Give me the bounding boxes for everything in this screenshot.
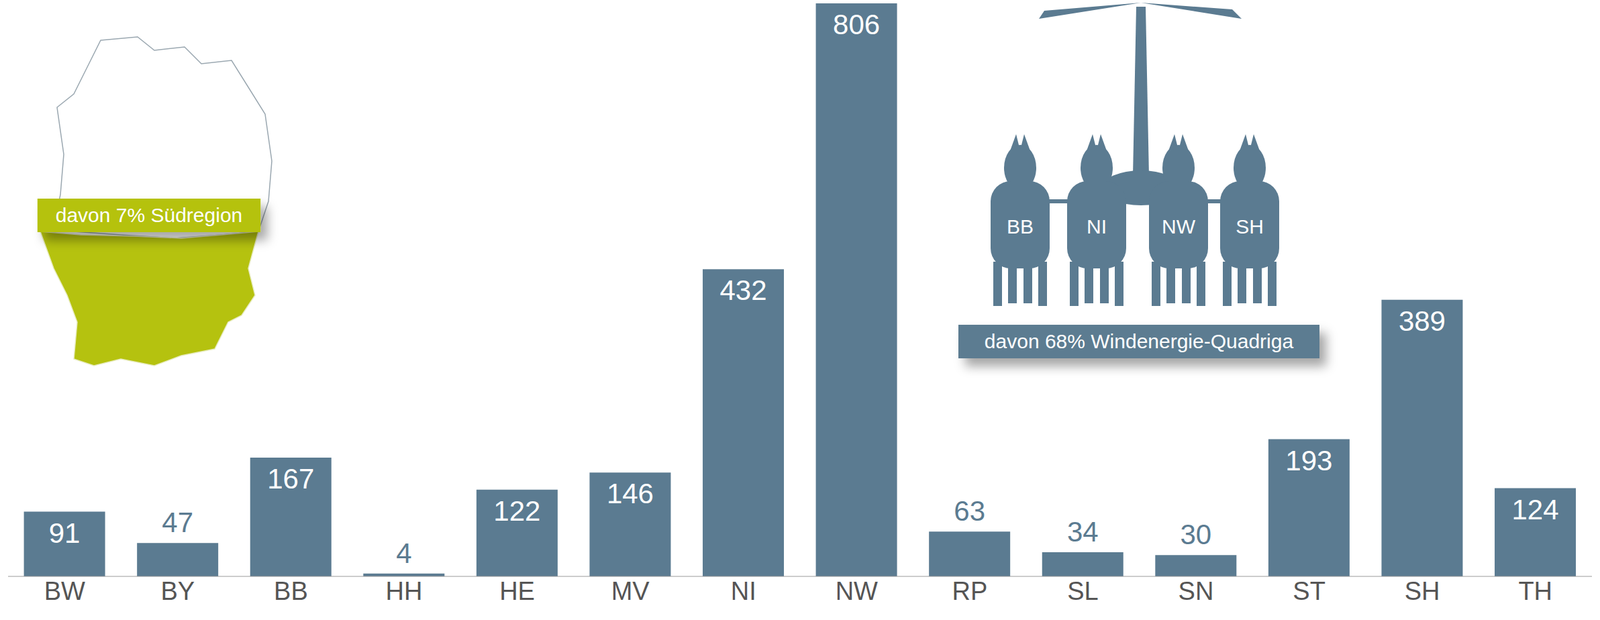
svg-text:BY: BY bbox=[161, 577, 196, 606]
svg-text:TH: TH bbox=[1518, 577, 1553, 606]
svg-text:167: 167 bbox=[267, 463, 315, 495]
svg-text:47: 47 bbox=[161, 506, 194, 539]
svg-text:4: 4 bbox=[395, 537, 412, 570]
svg-text:63: 63 bbox=[953, 495, 986, 527]
svg-text:ST: ST bbox=[1292, 577, 1326, 606]
svg-text:davon 7% Südregion: davon 7% Südregion bbox=[55, 204, 243, 227]
svg-text:124: 124 bbox=[1511, 493, 1559, 526]
svg-text:RP: RP bbox=[951, 577, 988, 606]
svg-text:30: 30 bbox=[1179, 518, 1212, 551]
svg-text:BB: BB bbox=[1006, 215, 1034, 238]
svg-text:SH: SH bbox=[1404, 577, 1441, 606]
svg-text:389: 389 bbox=[1398, 305, 1446, 337]
svg-text:BW: BW bbox=[44, 577, 86, 606]
svg-text:NW: NW bbox=[1161, 215, 1196, 238]
svg-text:SL: SL bbox=[1067, 577, 1098, 606]
svg-text:122: 122 bbox=[493, 495, 541, 527]
svg-text:432: 432 bbox=[719, 274, 767, 307]
svg-text:HE: HE bbox=[499, 577, 535, 606]
svg-text:NI: NI bbox=[1086, 215, 1107, 238]
svg-text:NW: NW bbox=[835, 577, 878, 606]
svg-text:davon 68% Windenergie-Quadriga: davon 68% Windenergie-Quadriga bbox=[984, 330, 1294, 353]
svg-text:91: 91 bbox=[48, 517, 81, 549]
svg-text:193: 193 bbox=[1285, 444, 1333, 477]
svg-text:SH: SH bbox=[1235, 215, 1264, 238]
svg-text:NI: NI bbox=[730, 577, 757, 606]
svg-text:BB: BB bbox=[273, 577, 309, 606]
svg-text:146: 146 bbox=[606, 477, 654, 510]
svg-text:HH: HH bbox=[385, 577, 423, 606]
svg-text:34: 34 bbox=[1067, 516, 1099, 548]
svg-text:806: 806 bbox=[832, 8, 880, 41]
svg-text:SN: SN bbox=[1178, 577, 1215, 606]
svg-text:MV: MV bbox=[611, 577, 651, 606]
